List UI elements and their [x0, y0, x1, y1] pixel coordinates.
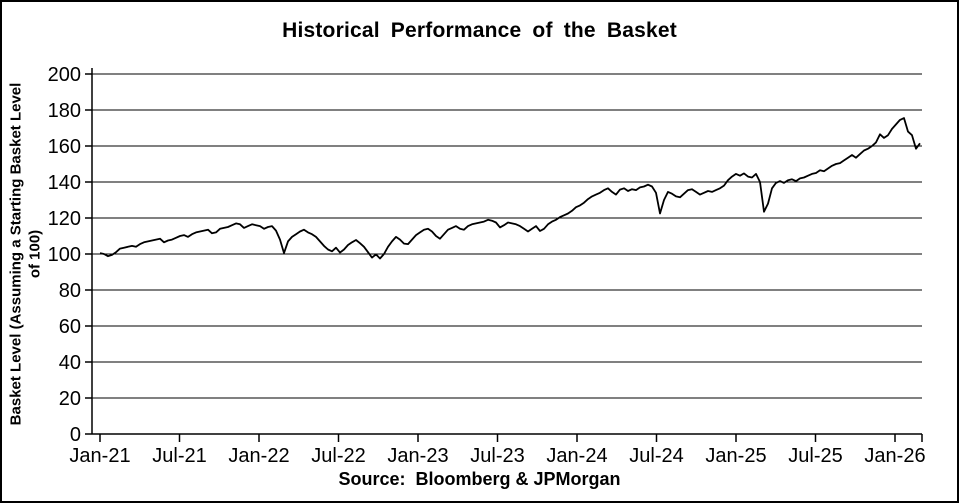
y-tick-label: 140: [48, 172, 81, 194]
x-tick-label: Jul-21: [152, 445, 206, 467]
y-tick-label: 100: [48, 244, 81, 266]
x-tick-label: Jan-24: [546, 445, 607, 467]
x-tick-label: Jan-25: [705, 445, 766, 467]
chart-title: Historical Performance of the Basket: [282, 19, 677, 42]
source-caption: Source: Bloomberg & JPMorgan: [338, 469, 621, 489]
x-tick-label: Jul-22: [311, 445, 365, 467]
y-tick-label: 180: [48, 100, 81, 122]
y-tick-label: 40: [59, 352, 81, 374]
series-line: [99, 117, 921, 260]
y-tick-label: 160: [48, 136, 81, 158]
x-tick-label: Jan-21: [69, 445, 130, 467]
x-tick-label: Jan-22: [228, 445, 289, 467]
x-tick-label: Jul-25: [788, 445, 842, 467]
y-tick-label: 120: [48, 208, 81, 230]
x-tick-label: Jul-24: [629, 445, 683, 467]
y-tick-label: 0: [70, 424, 81, 446]
y-tick-label: 60: [59, 316, 81, 338]
x-tick-label: Jan-26: [864, 445, 925, 467]
y-tick-label: 80: [59, 280, 81, 302]
y-tick-label: 200: [48, 64, 81, 86]
y-tick-label: 20: [59, 388, 81, 410]
x-tick-label: Jan-23: [387, 445, 448, 467]
x-tick-label: Jul-23: [470, 445, 524, 467]
